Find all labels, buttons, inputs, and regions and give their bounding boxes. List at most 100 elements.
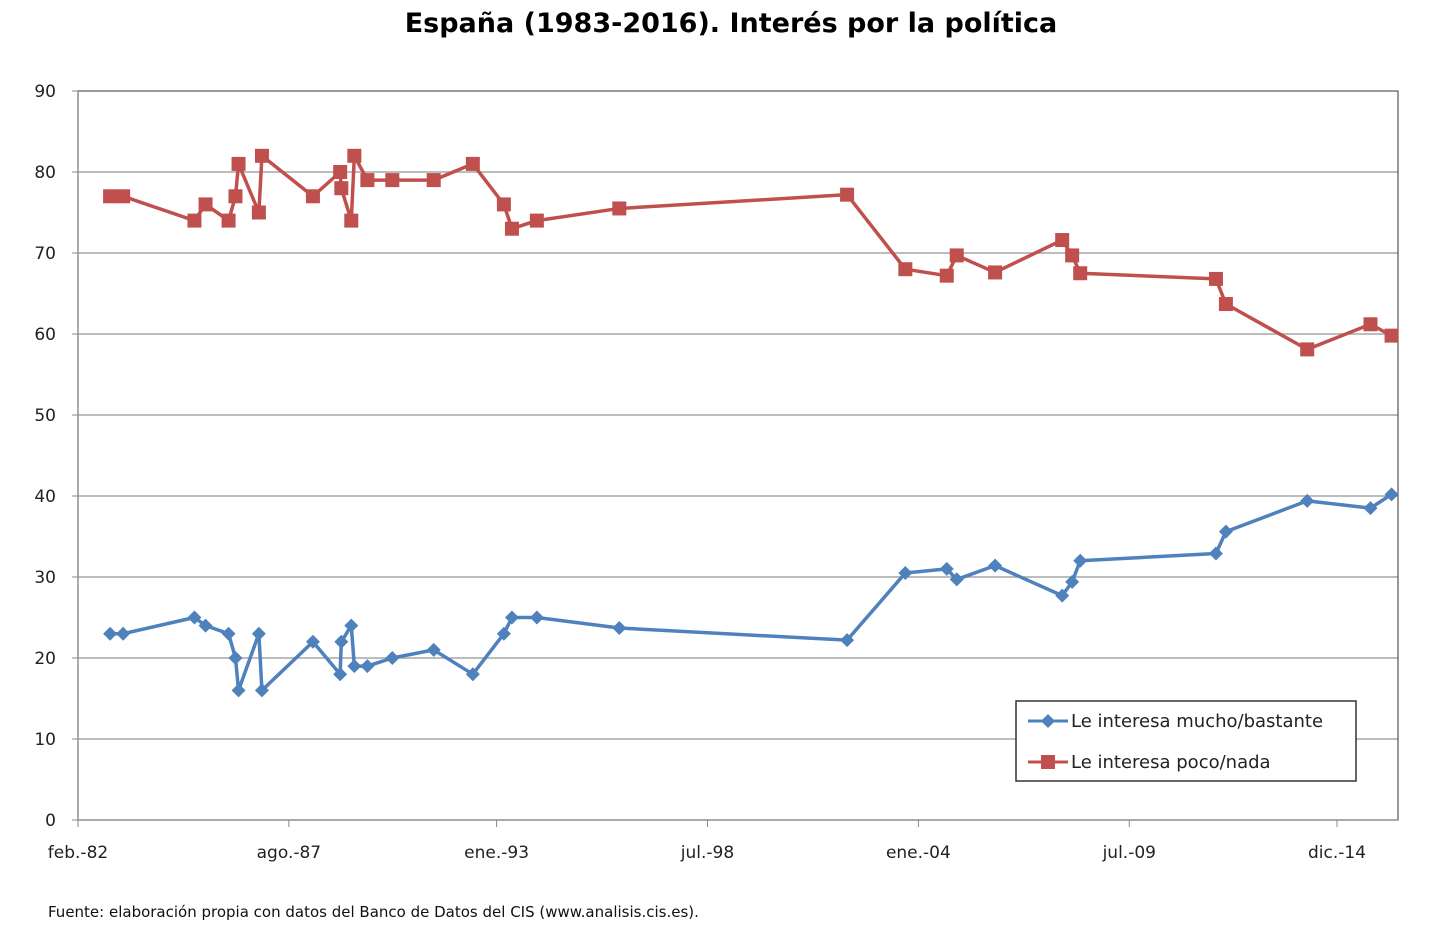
data-point-square [333,165,348,179]
data-point-diamond [1073,553,1088,568]
data-point-square [228,189,243,204]
data-point-diamond [103,626,118,641]
series-layer [103,148,1399,698]
data-point-diamond [465,667,480,682]
data-point-diamond [228,651,243,665]
y-tick-label: 40 [34,487,56,507]
data-point-diamond [949,572,964,587]
data-point-diamond [231,683,246,698]
data-point-diamond [939,561,954,576]
source-note: Fuente: elaboración propia con datos del… [48,903,699,921]
y-tick-label: 10 [34,730,56,750]
square-marker-icon [1041,755,1055,769]
y-axis-ticks: 0 10 20 30 40 50 60 70 80 90 [34,82,78,831]
data-point-square [465,156,480,171]
series-2 [103,148,1399,357]
data-point-square [1300,342,1315,357]
data-point-diamond [840,633,855,648]
data-point-square [251,205,266,220]
data-point-diamond [116,626,131,641]
data-point-diamond [504,610,519,625]
data-point-square [1055,233,1070,248]
data-point-diamond [1384,487,1399,502]
data-point-diamond [1208,546,1223,561]
data-point-square [305,189,320,204]
data-point-diamond [496,626,511,641]
data-point-diamond [1065,574,1080,589]
data-point-diamond [612,621,627,636]
y-tick-label: 20 [34,649,56,669]
chart-title: España (1983-2016). Interés por la polít… [405,8,1058,39]
legend-label-series-1: Le interesa mucho/bastante [1071,711,1323,732]
data-point-diamond [1300,493,1315,508]
data-point-diamond [333,667,348,682]
legend-item-series-2: Le interesa poco/nada [1028,752,1271,773]
data-point-square [1384,328,1399,343]
data-point-square [360,173,375,188]
data-point-square [254,148,269,163]
data-point-diamond [251,626,266,641]
data-point-square [939,268,954,283]
data-point-square [426,173,441,188]
data-point-square [496,197,511,212]
data-point-diamond [334,634,349,649]
y-tick-label: 60 [34,325,56,345]
data-point-square [347,148,362,163]
data-point-diamond [385,651,400,665]
data-point-square [116,189,131,204]
data-point-square [949,248,964,263]
data-point-square [1065,248,1080,263]
data-point-square [1073,266,1088,281]
x-tick-label: ene.-04 [886,843,951,863]
y-tick-label: 50 [34,406,56,426]
data-point-square [103,189,118,204]
gridlines [78,171,1398,740]
data-point-square [840,187,855,202]
data-point-diamond [1363,501,1378,516]
legend-box [1015,700,1357,782]
data-point-diamond [187,610,202,625]
data-point-square [898,262,913,277]
legend: Le interesa mucho/bastante Le interesa p… [1015,700,1357,782]
y-tick-label: 70 [34,244,56,264]
data-point-square [988,265,1003,280]
x-tick-label: jul.-09 [1102,843,1156,863]
series-1 [103,487,1399,698]
data-point-square [529,213,544,228]
data-point-square [1363,317,1378,332]
data-point-diamond [347,659,362,674]
axes [77,90,1399,821]
data-point-square [504,221,519,236]
diamond-marker-icon [1041,714,1055,728]
y-tick-label: 90 [34,82,56,102]
series-line [110,492,1393,693]
data-point-diamond [305,634,320,649]
data-point-diamond [988,558,1003,573]
data-point-diamond [254,683,269,698]
data-point-square [334,181,349,196]
data-point-square [198,197,213,212]
data-point-diamond [198,618,213,633]
legend-item-series-1: Le interesa mucho/bastante [1028,711,1323,732]
data-point-diamond [221,626,236,641]
x-axis-ticks: feb.-82 ago.-87 ene.-93 jul.-98 ene.-04 jul.-… [48,820,1366,863]
data-point-diamond [426,642,441,657]
data-point-square [385,173,400,188]
data-point-square [1208,271,1223,286]
data-point-diamond [898,565,913,580]
x-tick-label: ago.-87 [257,843,321,863]
x-tick-label: dic.-14 [1308,843,1366,863]
data-point-square [231,156,246,171]
data-point-diamond [344,618,359,633]
data-point-diamond [1218,524,1233,539]
data-point-square [612,201,627,216]
legend-label-series-2: Le interesa poco/nada [1071,752,1271,773]
x-tick-label: jul.-98 [680,843,734,863]
x-tick-label: feb.-82 [48,843,108,863]
data-point-diamond [360,659,375,674]
data-point-diamond [529,610,544,625]
y-tick-label: 0 [45,811,56,831]
data-point-square [221,213,236,228]
x-tick-label: ene.-93 [464,843,529,863]
